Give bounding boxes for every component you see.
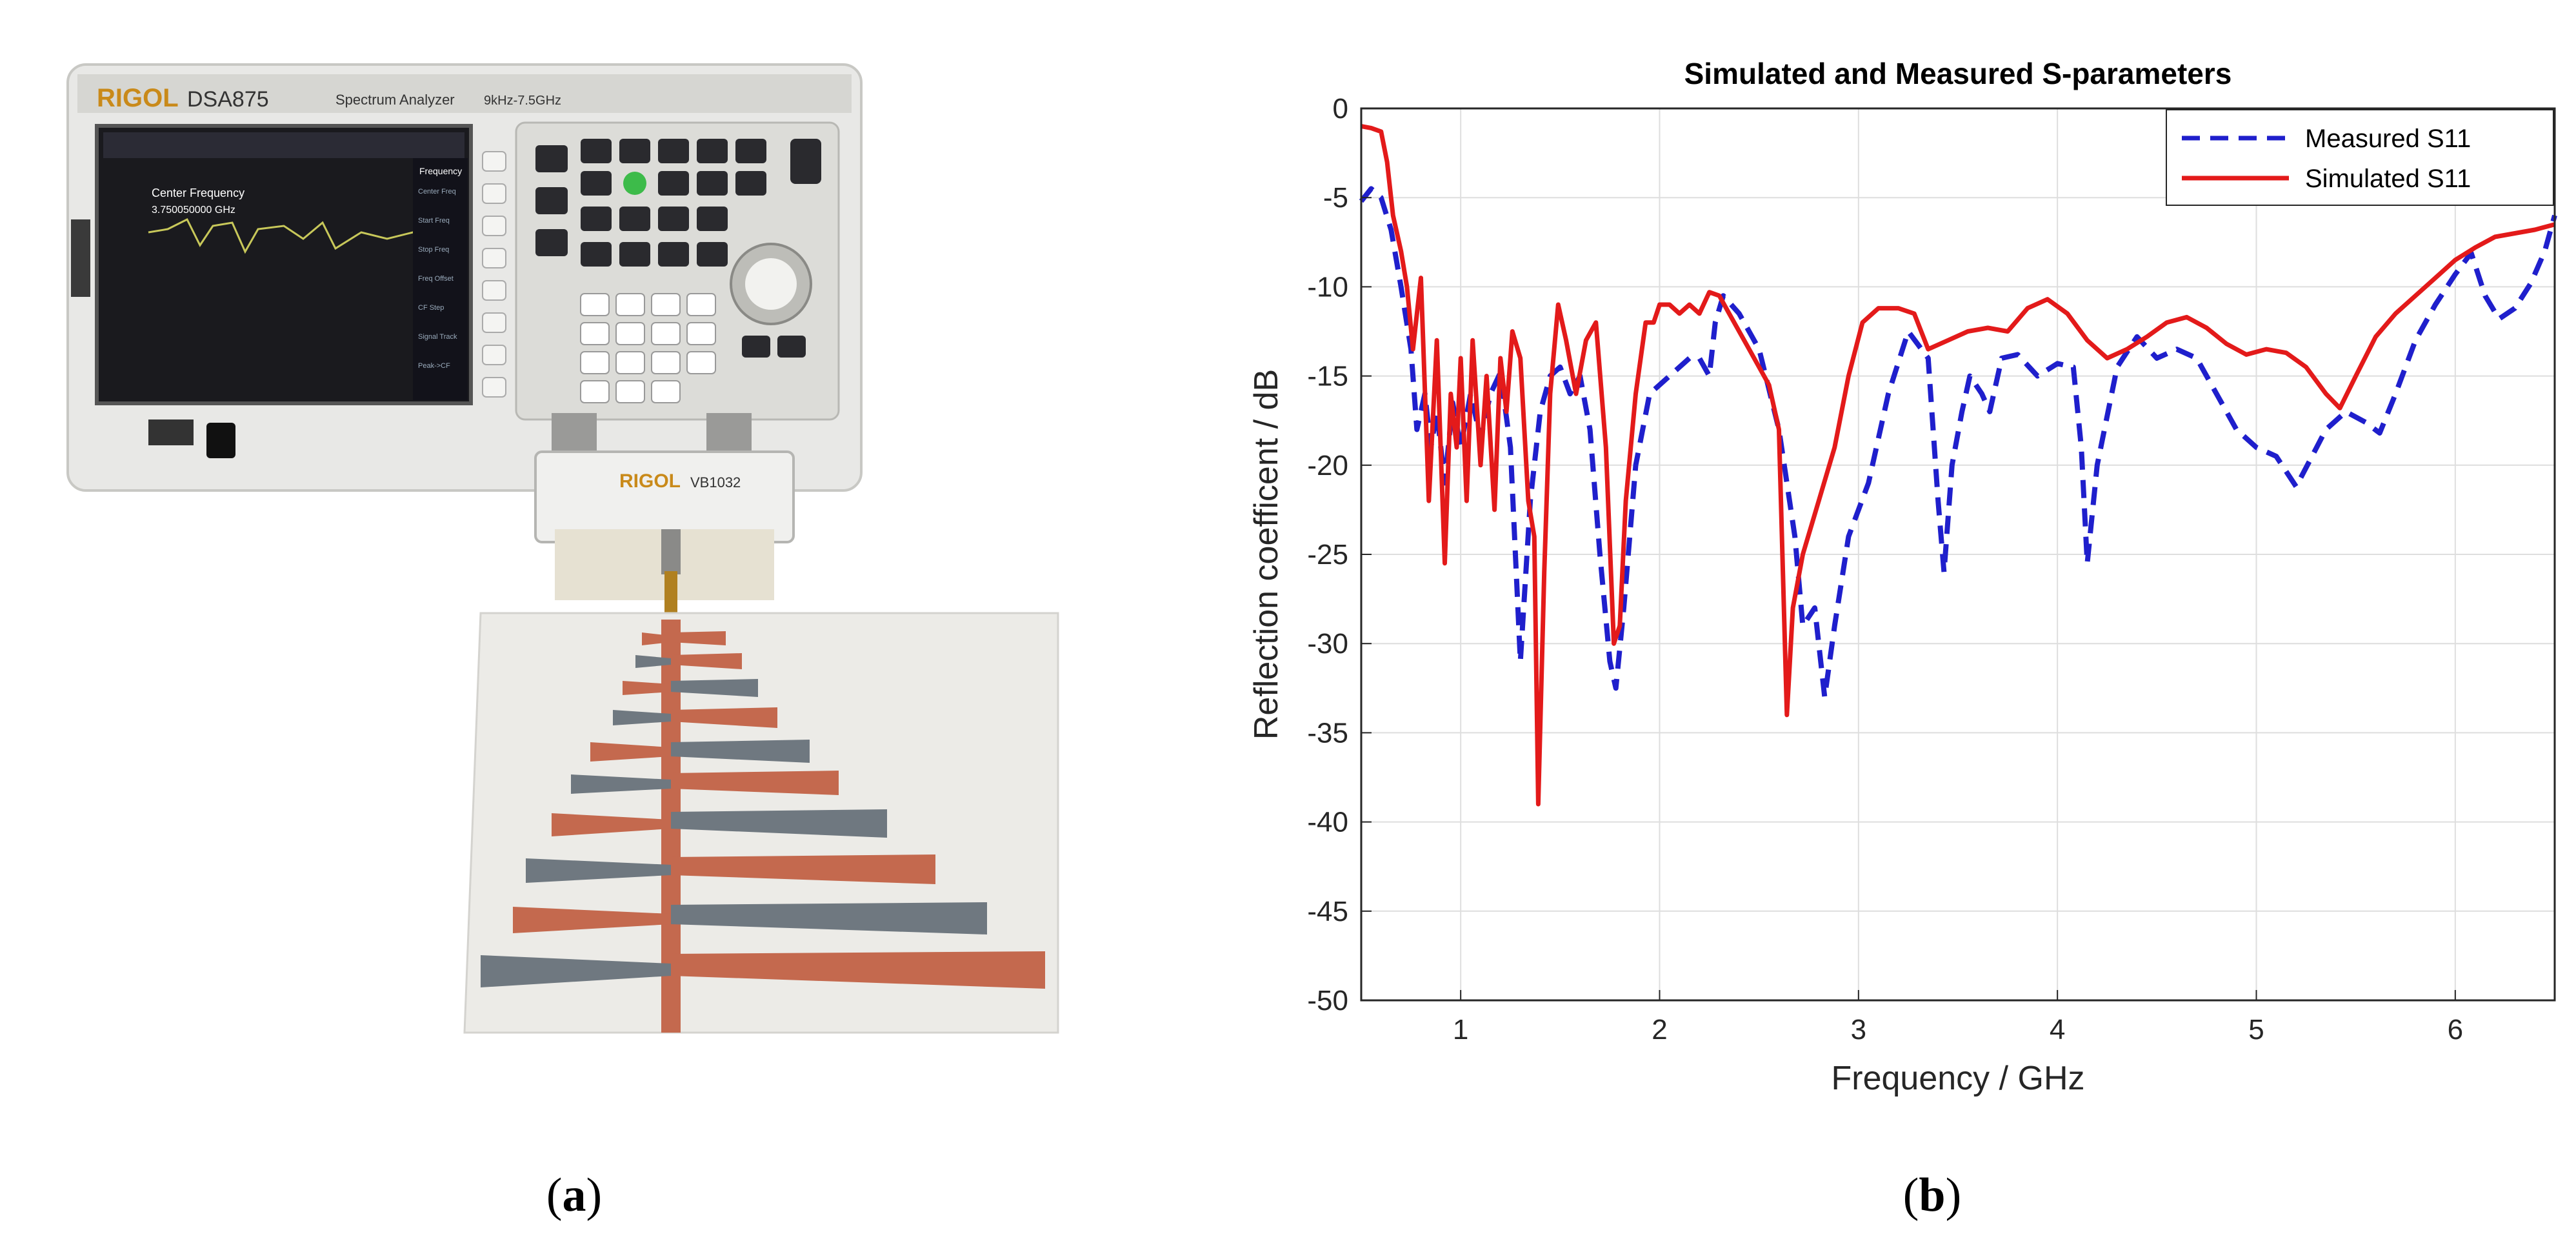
bridge-model-label: VB1032: [690, 474, 741, 490]
antenna-dipoles: [481, 631, 1045, 989]
simulated-s11-line: [1361, 124, 2555, 807]
rotary-knob-cap: [745, 258, 797, 310]
screen-menu-title: Frequency: [419, 166, 462, 176]
measured-s11-line: [1359, 186, 2557, 700]
measurement-setup-photo: RIGOL DSA875 Spectrum Analyzer 9kHz-7.5G…: [0, 0, 1226, 1243]
s-parameter-chart: 1 2 3 4 5 6 0 -5 -10 -15 -20 -25 -30 -35 -40 -45 -50 Sim…: [1248, 57, 2557, 1097]
screen-menu: [413, 158, 468, 400]
y-tick-label: -10: [1307, 271, 1348, 303]
panel-a-caption: (a): [546, 1169, 603, 1222]
numeric-keys: [580, 293, 716, 403]
y-tick-label: -25: [1307, 539, 1348, 571]
y-tick-label: -5: [1323, 182, 1348, 214]
chart-title: Simulated and Measured S-parameters: [1684, 57, 2232, 90]
screen-menu-item: Freq Offset: [418, 275, 454, 283]
y-tick-label: -35: [1307, 717, 1348, 749]
range-label: 9kHz-7.5GHz: [484, 94, 561, 108]
series-lines: [1359, 124, 2557, 807]
x-axis-label: Frequency / GHz: [1831, 1060, 2084, 1097]
arrow-keys: [742, 336, 806, 358]
grid-lines: [1361, 108, 2555, 1001]
screen-menu-item: CF Step: [418, 304, 444, 312]
x-tick-label: 3: [1851, 1014, 1866, 1046]
screen-menu-item: Start Freq: [418, 217, 450, 225]
function-keys: [535, 139, 821, 267]
analyzer-top-bar: [77, 74, 852, 113]
screen-trace: [148, 217, 439, 254]
y-tick-label: -45: [1307, 896, 1348, 927]
x-tick-label: 4: [2050, 1014, 2065, 1046]
side-connector: [71, 219, 90, 297]
screen-menu-item: Center Freq: [418, 188, 456, 196]
x-tick-label: 5: [2248, 1014, 2264, 1046]
y-tick-label: -30: [1307, 628, 1348, 660]
analyzer-screen: [95, 124, 473, 405]
vswr-bridge: [534, 450, 795, 543]
legend-label-measured: Measured S11: [2305, 125, 2471, 153]
axis-ticks: 1 2 3 4 5 6 0 -5 -10 -15 -20 -25 -30 -35 -40 -45 -50: [1307, 93, 2463, 1046]
screen-menu-items: Center Freq Start Freq Stop Freq Freq Of…: [418, 188, 457, 370]
plot-frame: [1360, 107, 2556, 1002]
x-tick-label: 2: [1652, 1014, 1667, 1046]
sma-connector: [661, 529, 681, 574]
setup-illustration: RIGOL DSA875 Spectrum Analyzer 9kHz-7.5G…: [66, 63, 1059, 1034]
y-tick-label: -50: [1307, 985, 1348, 1016]
legend-box: [2166, 109, 2554, 206]
y-tick-label: -40: [1307, 807, 1348, 838]
screen-center-label: Center Frequency: [152, 187, 245, 199]
model-label: DSA875: [187, 87, 269, 112]
y-tick-label: -20: [1307, 450, 1348, 481]
y-axis-label: Reflection coefficent / dB: [1248, 369, 1285, 740]
legend-label-simulated: Simulated S11: [2305, 165, 2471, 193]
panel-b-caption: (b): [1902, 1169, 1962, 1222]
power-led-key: [623, 172, 646, 195]
x-tick-label: 1: [1453, 1014, 1468, 1046]
screen-menu-item: Signal Track: [418, 333, 457, 341]
screen-center-value: 3.750050000 GHz: [152, 205, 235, 216]
subtitle-label: Spectrum Analyzer: [335, 92, 455, 108]
usb-stick: [206, 423, 235, 458]
brand-label: RIGOL: [97, 84, 179, 112]
screen-header: [103, 132, 464, 158]
screen-menu-item: Peak->CF: [418, 362, 450, 370]
y-tick-label: -15: [1307, 361, 1348, 392]
y-tick-label: 0: [1333, 93, 1348, 125]
chart-legend: Measured S11 Simulated S11: [2166, 109, 2554, 206]
bridge-brand-label: RIGOL: [619, 470, 681, 492]
screen-menu-item: Stop Freq: [418, 246, 449, 254]
softkey-column: [482, 151, 506, 398]
s-parameter-chart-panel: 1 2 3 4 5 6 0 -5 -10 -15 -20 -25 -30 -35 -40 -45 -50 Sim…: [1226, 0, 2576, 1243]
usb-port: [148, 419, 194, 445]
x-tick-label: 6: [2448, 1014, 2463, 1046]
